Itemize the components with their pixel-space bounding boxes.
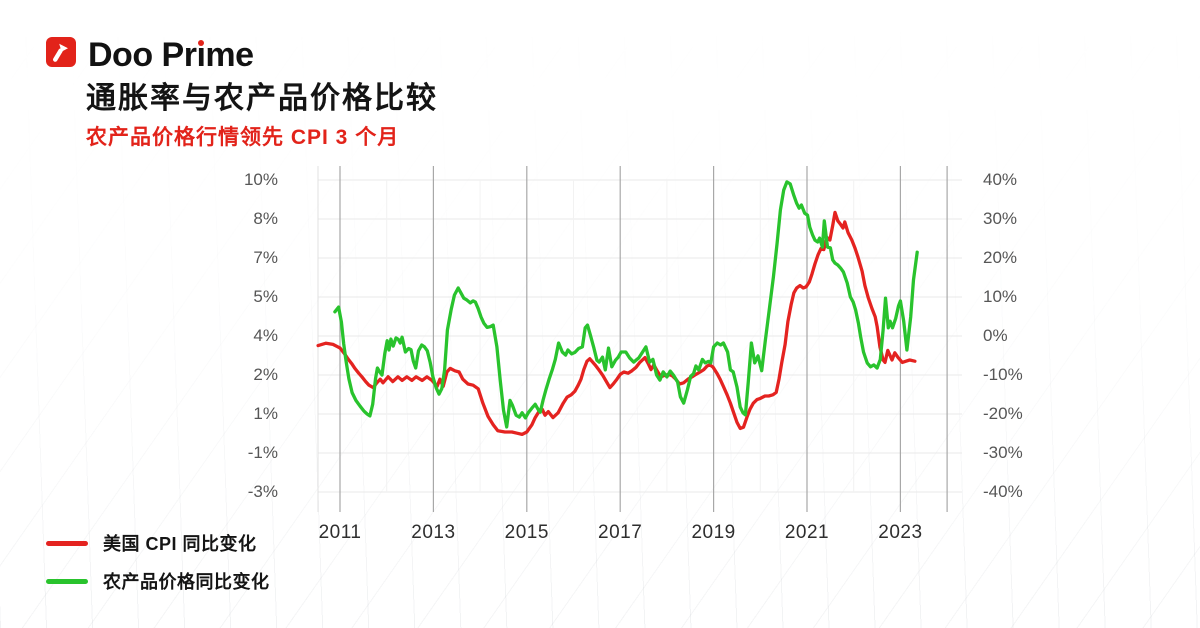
y-axis-left-tick-label: 7%: [253, 248, 278, 267]
agri-line-swatch: [46, 578, 88, 584]
y-axis-left-tick-label: -1%: [247, 443, 278, 462]
logo-arrow-stroke: [52, 48, 63, 62]
wordmark-red-dot: [197, 40, 204, 46]
y-axis-left-tick-label: 8%: [253, 209, 278, 228]
x-axis-tick-label: 2013: [411, 522, 456, 543]
doo-prime-logo-icon: [46, 37, 76, 67]
y-axis-left-tick-label: -3%: [247, 482, 278, 501]
y-axis-right-tick-label: 0%: [983, 326, 1008, 345]
y-axis-left-tick-label: 10%: [243, 170, 278, 189]
wordmark-letter-i: ı: [196, 36, 206, 74]
x-axis-tick-label: 2011: [318, 522, 362, 543]
agri-legend-label: 农产品价格同比变化: [103, 572, 270, 592]
legend-row-cpi: 美国 CPI 同比变化: [46, 524, 270, 562]
agri-price-line: [333, 180, 919, 429]
page-subtitle: 农产品价格行情领先 CPI 3 个月: [86, 126, 400, 149]
cpi-line-swatch: [46, 540, 88, 546]
cpi-legend-label: 美国 CPI 同比变化: [103, 534, 257, 554]
x-axis-tick-label: 2023: [878, 522, 923, 543]
wordmark-text: me: [205, 36, 254, 74]
y-axis-left-tick-label: 1%: [253, 404, 278, 423]
y-axis-left-tick-label: 2%: [253, 365, 278, 384]
legend-row-agri: 农产品价格同比变化: [46, 562, 270, 600]
y-axis-left-tick-label: 5%: [253, 287, 278, 306]
y-axis-right-tick-label: -30%: [983, 443, 1023, 462]
legend: 美国 CPI 同比变化 农产品价格同比变化: [46, 524, 270, 600]
y-axis-right-tick-label: -10%: [983, 365, 1023, 384]
y-axis-left-tick-label: 4%: [253, 326, 278, 345]
doo-prime-wordmark: Doo Prı me: [88, 38, 254, 72]
y-axis-right-tick-label: 40%: [983, 170, 1018, 189]
y-axis-right-tick-label: -20%: [983, 404, 1023, 423]
y-axis-right-tick-label: 30%: [983, 209, 1018, 228]
x-axis-tick-label: 2019: [691, 522, 736, 543]
us-cpi-line: [316, 210, 917, 437]
y-axis-right-tick-label: 20%: [983, 248, 1018, 267]
wordmark-text: Doo Pr: [88, 36, 197, 74]
y-axis-right-tick-label: -40%: [983, 482, 1023, 501]
x-axis-tick-label: 2015: [504, 522, 549, 543]
x-axis-tick-label: 2021: [784, 522, 830, 543]
y-axis-right-tick-label: 10%: [983, 287, 1018, 306]
page-title: 通胀率与农产品价格比较: [86, 82, 438, 115]
x-axis-tick-label: 2017: [598, 522, 643, 543]
